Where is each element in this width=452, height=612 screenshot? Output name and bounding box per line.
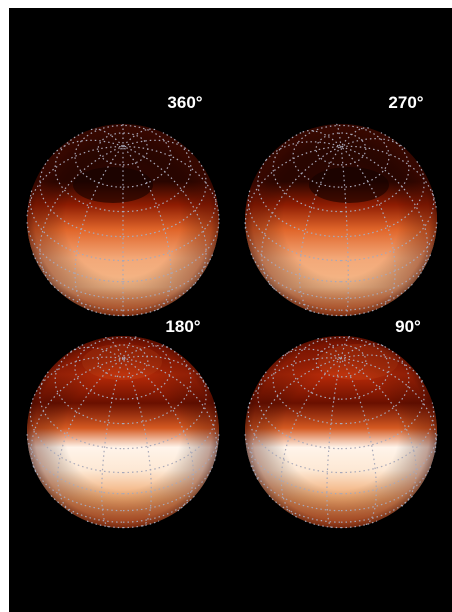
limb-shade — [27, 336, 219, 528]
view-angle-label: 360° — [167, 93, 202, 112]
view-angle-label: 180° — [165, 317, 200, 336]
limb-shade — [245, 124, 437, 316]
figure: 360° 270° 180° 90° — [0, 0, 452, 612]
background — [9, 8, 452, 612]
view-angle-label: 270° — [388, 93, 423, 112]
view-angle-label: 90° — [395, 317, 421, 336]
